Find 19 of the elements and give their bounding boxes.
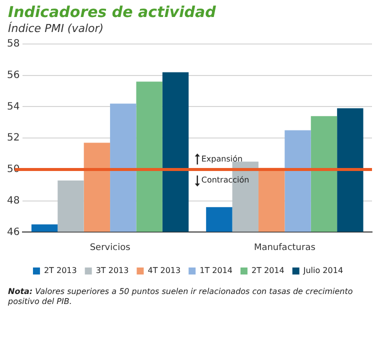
legend-label: 3T 2013 <box>96 266 129 276</box>
y-tick-label: 58 <box>6 38 20 50</box>
annotation: Expansión <box>201 154 243 164</box>
x-tick-label: Servicios <box>90 242 131 253</box>
legend-label: Julio 2014 <box>302 266 344 276</box>
chart-title: Indicadores de actividad <box>7 2 217 21</box>
y-tick-label: 52 <box>6 132 20 144</box>
y-tick-label: 46 <box>6 226 20 238</box>
text: Nota: Valores superiores a 50 puntos suelen ir relacionados con tasas de crecimiento positivo del PIB. <box>8 287 353 306</box>
legend-label: 1T 2014 <box>200 266 232 276</box>
x-tick-label: Manufacturas <box>254 242 316 253</box>
legend-label: 2T 2014 <box>251 266 284 276</box>
legend-label: 4T 2013 <box>148 266 181 276</box>
y-tick-label: 54 <box>6 101 20 112</box>
y-tick-label: 56 <box>6 70 20 81</box>
chart-subtitle: Índice PMI (valor) <box>7 21 105 35</box>
y-tick-label: 48 <box>6 195 20 206</box>
legend-label: 2T 2013 <box>44 266 77 276</box>
annotation: Contracción <box>201 176 250 185</box>
